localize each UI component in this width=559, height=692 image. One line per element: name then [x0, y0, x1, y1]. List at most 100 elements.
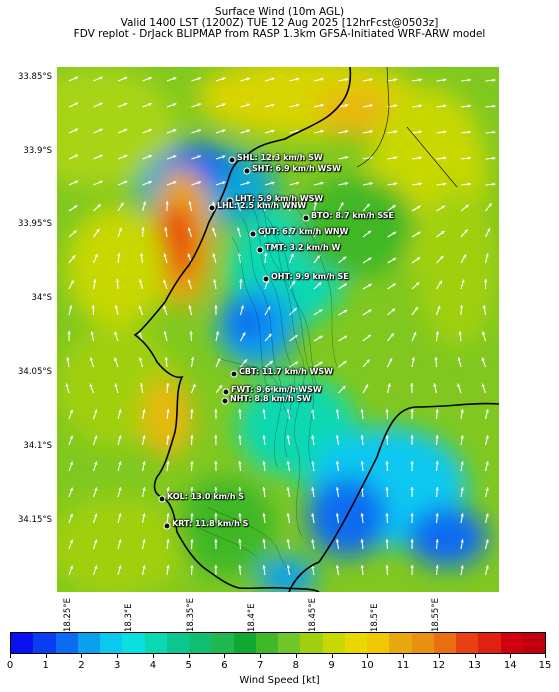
wind-arrow-head [443, 78, 447, 82]
colorbar-swatch [300, 633, 323, 653]
wind-arrow-head [387, 383, 391, 387]
wind-arrow-head [458, 331, 462, 335]
wind-arrow-head [417, 205, 421, 209]
wind-arrow-head [457, 383, 461, 387]
wind-arrow-head [69, 539, 73, 544]
wind-arrow-head [418, 78, 422, 82]
wind-arrow-head [246, 103, 251, 107]
station-label: GUT: 6.7 km/h WNW [258, 227, 349, 236]
wind-arrow-head [118, 227, 122, 232]
wind-arrow-head [294, 361, 299, 365]
wind-arrow-head [316, 255, 321, 259]
wind-arrow-head [460, 565, 464, 569]
wind-arrow-head [262, 409, 266, 413]
wind-arrow-head [94, 409, 98, 413]
wind-arrow-head [212, 253, 216, 257]
wind-arrow-head [367, 230, 371, 235]
wind-arrow-head [69, 409, 73, 414]
colorbar-swatch [411, 633, 434, 653]
wind-arrow-head [142, 487, 146, 491]
wind-arrow-head [319, 335, 323, 339]
station-marker [163, 522, 171, 530]
wind-arrow-head [360, 513, 364, 517]
wind-arrow-head [385, 435, 389, 439]
wind-arrow-head [123, 154, 128, 158]
wind-arrow-head [343, 283, 347, 287]
colorbar-tick-label: 6 [221, 660, 228, 671]
wind-arrow-head [94, 539, 98, 543]
wind-arrow-head [385, 513, 389, 517]
wind-arrow-head [482, 305, 487, 309]
wind-map [57, 67, 499, 592]
colorbar-tick-label: 9 [328, 660, 335, 671]
wind-arrow-head [118, 409, 122, 413]
wind-arrow-head [70, 280, 74, 284]
wind-arrow-head [138, 305, 142, 309]
wind-arrow-head [343, 310, 348, 313]
colorbar-tick-label: 4 [149, 660, 157, 671]
colorbar-tick-mark [224, 654, 226, 658]
station-label: LHT: 5.9 km/h WSW [235, 194, 324, 203]
colorbar-tick-mark [545, 654, 546, 658]
wind-arrow-head [262, 513, 266, 517]
wind-arrow-head [335, 435, 340, 439]
station-label: LHL: 2.5 km/h WNW [217, 201, 307, 210]
wind-arrow-head [190, 539, 194, 543]
wind-arrow-head [141, 227, 145, 231]
wind-arrow-head [222, 77, 226, 81]
wind-arrow-head [217, 357, 221, 362]
wind-arrow-head [369, 130, 373, 134]
wind-arrow-head [416, 257, 421, 261]
wind-arrow-head [118, 487, 122, 491]
lon-label: 18.45°E [308, 598, 318, 632]
station-marker [158, 495, 166, 503]
wind-arrow-head [460, 513, 464, 517]
wind-arrow-head [123, 76, 128, 80]
wind-arrow-head [190, 435, 194, 439]
colorbar-tick-label: 0 [6, 660, 14, 671]
wind-arrow-head [118, 565, 122, 569]
wind-arrow-head [389, 358, 393, 362]
wind-arrow-head [172, 77, 177, 81]
lon-label: 18.35°E [186, 598, 196, 632]
wind-arrow-head [214, 565, 218, 569]
wind-arrow-head [190, 357, 195, 361]
wind-arrow-head [311, 409, 315, 413]
colorbar-swatch [344, 633, 367, 653]
wind-arrow-head [142, 539, 146, 543]
wind-map-canvas [57, 67, 499, 592]
lon-label: 18.25°E [63, 598, 73, 632]
wind-arrow-head [391, 308, 396, 312]
wind-arrow-head [222, 181, 226, 185]
wind-arrow-head [142, 513, 146, 517]
wind-arrow-head [435, 461, 439, 465]
wind-arrow-head [369, 156, 373, 160]
wind-arrow-head [123, 102, 128, 106]
wind-arrow-head [313, 201, 318, 205]
wind-arrow-head [190, 409, 194, 413]
lat-label: 34.15°S [18, 515, 52, 525]
wind-arrow-head [394, 182, 398, 186]
map-source: FDV replot - DrJack BLIPMAP from RASP 1.… [73, 28, 486, 40]
wind-arrow-head [115, 279, 120, 283]
wind-arrow-head [69, 461, 73, 466]
wind-arrow-head [441, 231, 445, 235]
wind-arrow-head [214, 539, 218, 543]
wind-arrow-head [319, 361, 323, 365]
wind-arrow-head [344, 129, 349, 134]
wind-arrow-head [481, 331, 486, 335]
wind-arrow-head [410, 487, 414, 491]
wind-arrow-head [123, 180, 128, 184]
wind-arrow-head [190, 565, 194, 569]
wind-arrow-head [320, 155, 324, 159]
wind-arrow-head [148, 128, 152, 133]
wind-arrow-head [271, 155, 275, 159]
station-label: KRT: 11.8 km/h S [172, 519, 249, 528]
wind-arrow-head [369, 182, 373, 186]
coastline [133, 67, 352, 592]
wind-arrow-head [485, 513, 489, 517]
wind-arrow-head [410, 513, 414, 517]
wind-arrow-head [485, 461, 489, 465]
wind-arrow-head [172, 181, 177, 185]
wind-arrow-head [335, 487, 340, 491]
